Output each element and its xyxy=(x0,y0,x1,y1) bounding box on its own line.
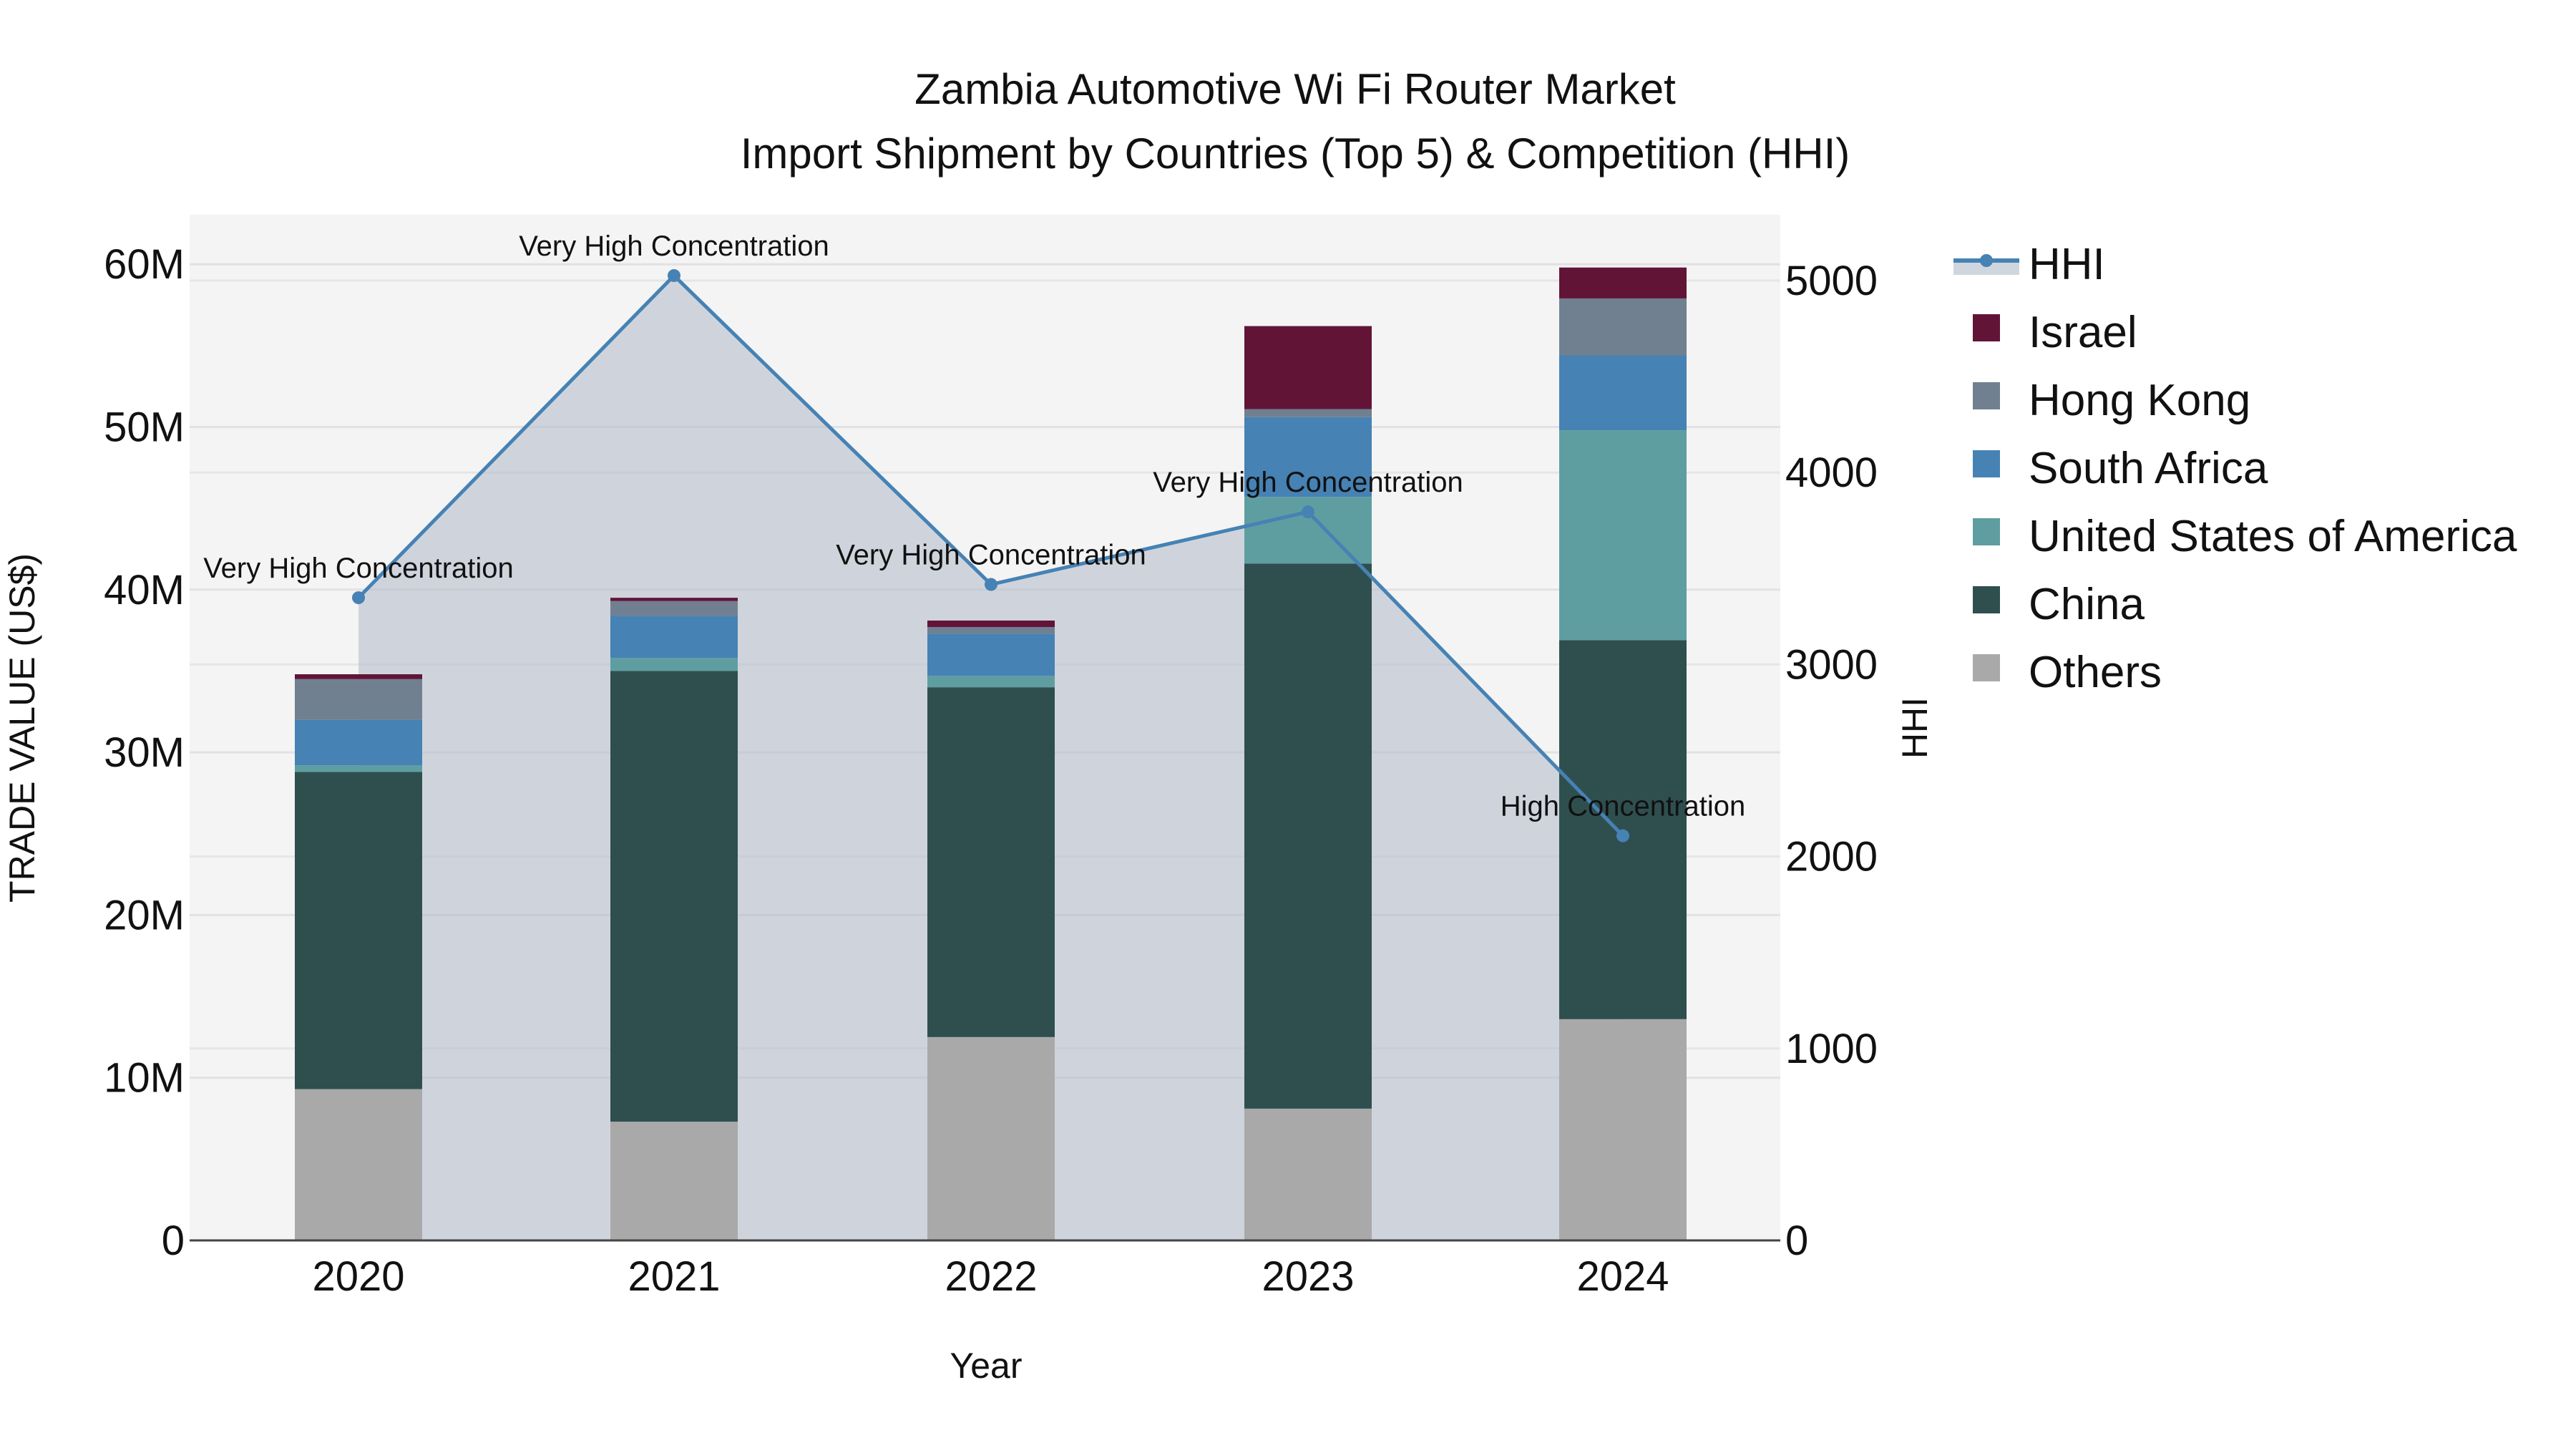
chart-title-line1: Zambia Automotive Wi Fi Router Market xyxy=(914,65,1676,113)
svg-text:HHI: HHI xyxy=(2029,240,2105,289)
x-tick-label: 2021 xyxy=(628,1253,720,1300)
chart-title-line2: Import Shipment by Countries (Top 5) & C… xyxy=(741,130,1850,178)
y-left-tick-label: 0 xyxy=(162,1218,185,1264)
legend-item-china[interactable]: China xyxy=(1973,580,2145,629)
bar-segment-united-states-of-america xyxy=(1559,430,1687,641)
y-left-tick-label: 10M xyxy=(104,1055,185,1102)
bar-segment-united-states-of-america xyxy=(927,676,1055,688)
bar-segment-israel xyxy=(295,674,422,679)
bar-segment-others xyxy=(1244,1108,1372,1240)
bar-segment-hong-kong xyxy=(1559,298,1687,356)
bar-segment-china xyxy=(295,772,422,1089)
y-right-tick-label: 3000 xyxy=(1785,641,1878,688)
legend-item-hhi[interactable]: HHI xyxy=(1953,240,2105,289)
x-tick-label: 2022 xyxy=(945,1253,1037,1300)
bar-segment-south-africa xyxy=(1559,355,1687,431)
y-right-tick-label: 4000 xyxy=(1785,449,1878,496)
bar-segment-hong-kong xyxy=(295,679,422,720)
hhi-point xyxy=(352,591,365,605)
bar-segment-others xyxy=(1559,1019,1687,1240)
hhi-point xyxy=(985,578,997,591)
legend: HHI Israel Hong Kong South Africa United Sta… xyxy=(1953,240,2517,697)
svg-text:Hong Kong: Hong Kong xyxy=(2029,376,2250,425)
bar-segment-south-africa xyxy=(610,616,738,659)
bar-segment-united-states-of-america xyxy=(610,658,738,671)
y-right-tick-label: 2000 xyxy=(1785,834,1878,880)
x-tick-label: 2020 xyxy=(312,1253,404,1300)
bar-segment-hong-kong xyxy=(927,627,1055,634)
bar-segment-united-states-of-america xyxy=(295,765,422,772)
bar-segment-china xyxy=(927,687,1055,1037)
y-right-tick-label: 1000 xyxy=(1785,1026,1878,1072)
svg-text:South Africa: South Africa xyxy=(2029,444,2268,493)
hhi-annotation: Very High Concentration xyxy=(203,553,514,584)
legend-item-south-africa[interactable]: South Africa xyxy=(1973,444,2268,493)
hhi-point xyxy=(1616,829,1629,842)
legend-item-united-states-of-america[interactable]: United States of America xyxy=(1973,512,2517,561)
x-axis-ticks: 2020 2021 2022 2023 2024 xyxy=(312,1253,1669,1300)
hhi-markers xyxy=(352,269,1629,842)
x-tick-label: 2023 xyxy=(1262,1253,1354,1300)
svg-text:Israel: Israel xyxy=(2029,308,2137,357)
hhi-point xyxy=(1302,505,1314,519)
svg-text:China: China xyxy=(2029,580,2145,629)
x-axis-title: Year xyxy=(950,1346,1022,1386)
bar-segment-israel xyxy=(927,620,1055,628)
bar-segment-china xyxy=(1244,563,1372,1109)
legend-item-others[interactable]: Others xyxy=(1973,648,2162,697)
hhi-annotation: Very High Concentration xyxy=(836,540,1146,571)
y-axis-right-ticks: 0 1000 2000 3000 4000 5000 xyxy=(1785,258,1878,1264)
hhi-point xyxy=(668,269,680,283)
bar-segment-israel xyxy=(610,598,738,601)
bar-segment-china xyxy=(610,671,738,1122)
hhi-annotation: Very High Concentration xyxy=(519,230,829,262)
y-axis-left-title: TRADE VALUE (US$) xyxy=(2,553,42,903)
bar-segment-hong-kong xyxy=(610,601,738,616)
bar-segment-others xyxy=(295,1089,422,1240)
bar-segment-south-africa xyxy=(1244,417,1372,497)
hhi-annotation: High Concentration xyxy=(1501,791,1745,822)
stacked-bars xyxy=(295,267,1687,1240)
y-left-tick-label: 40M xyxy=(104,567,185,613)
y-left-tick-label: 60M xyxy=(104,241,185,288)
legend-item-hong-kong[interactable]: Hong Kong xyxy=(1973,376,2250,425)
y-left-tick-label: 30M xyxy=(104,729,185,776)
bar-segment-hong-kong xyxy=(1244,409,1372,417)
bar-segment-south-africa xyxy=(295,719,422,766)
legend-item-israel[interactable]: Israel xyxy=(1973,308,2137,357)
bar-segment-others xyxy=(927,1036,1055,1240)
y-right-tick-label: 5000 xyxy=(1785,258,1878,304)
x-tick-label: 2024 xyxy=(1576,1253,1669,1300)
y-left-tick-label: 20M xyxy=(104,892,185,938)
svg-text:Others: Others xyxy=(2029,648,2162,697)
y-axis-left-ticks: 0 10M 20M 30M 40M 50M 60M xyxy=(104,241,185,1264)
y-left-tick-label: 50M xyxy=(104,404,185,451)
bar-segment-israel xyxy=(1559,267,1687,298)
bar-segment-israel xyxy=(1244,326,1372,409)
bar-segment-south-africa xyxy=(927,633,1055,676)
hhi-annotation: Very High Concentration xyxy=(1153,467,1463,498)
y-axis-right-title: HHI xyxy=(1895,697,1935,759)
svg-text:United States of America: United States of America xyxy=(2029,512,2517,561)
hhi-annotations: Very High Concentration Very High Concent… xyxy=(203,230,1745,822)
bar-segment-others xyxy=(610,1122,738,1240)
y-right-tick-label: 0 xyxy=(1785,1218,1808,1264)
